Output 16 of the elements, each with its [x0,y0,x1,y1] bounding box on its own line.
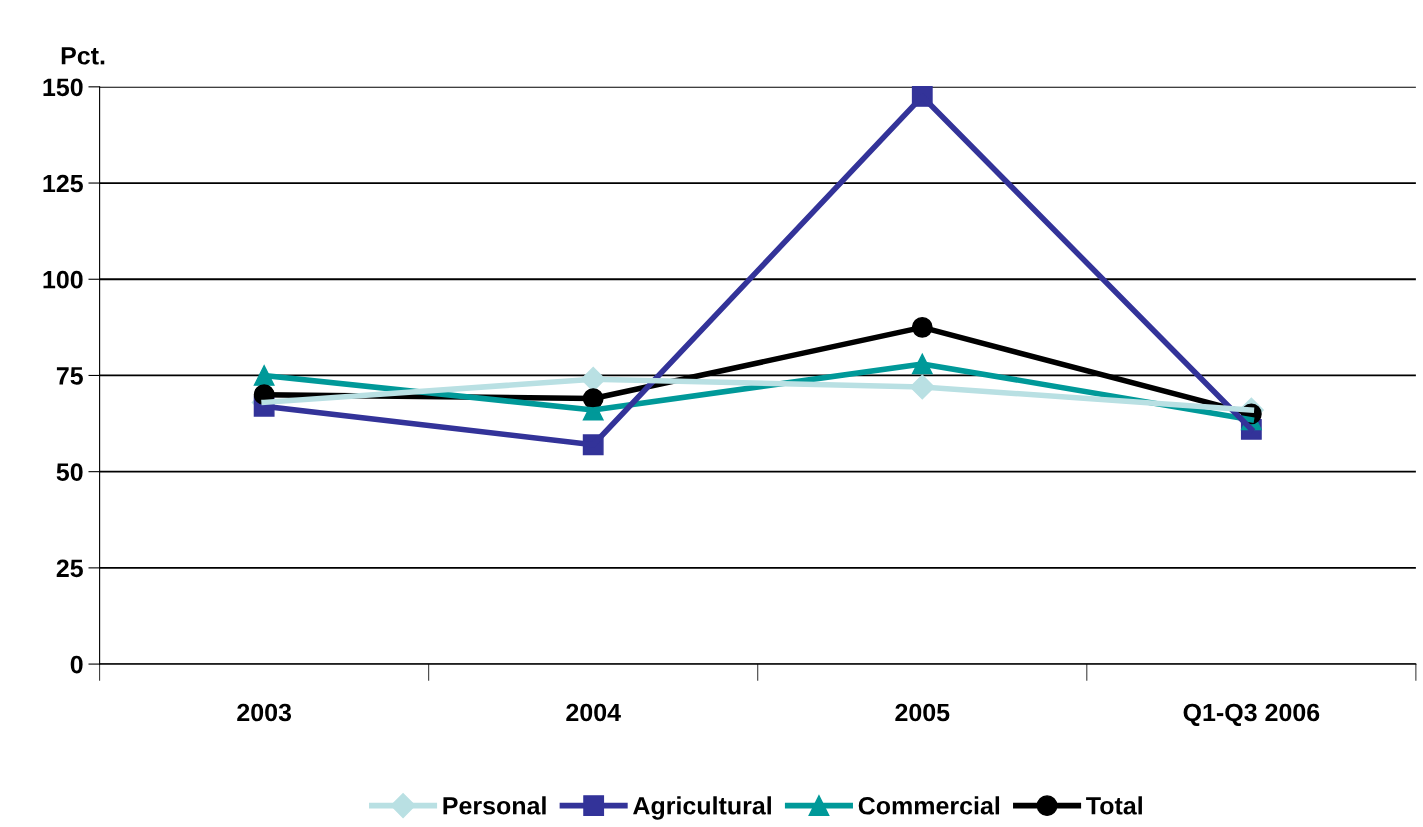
legend-label: Total [1086,796,1142,815]
y-axis-title: Pct. [61,47,105,65]
legend-label: Agricultural [633,796,771,820]
y-tick-label: 150 [43,78,83,97]
y-tick-label: 75 [56,367,83,385]
x-tick-label: 2005 [895,703,950,722]
x-tick-label: 2003 [237,703,292,722]
y-tick-label: 125 [43,174,83,193]
y-tick-label: 0 [70,655,83,674]
x-tick-label: Q1-Q3 2006 [1183,703,1320,727]
y-tick-label: 25 [56,559,83,578]
x-tick-label: 2004 [566,703,621,722]
y-tick-label: 50 [56,463,83,481]
y-tick-label: 100 [43,270,83,289]
legend-label: Personal [443,796,546,815]
legend-label: Commercial [858,796,1000,815]
